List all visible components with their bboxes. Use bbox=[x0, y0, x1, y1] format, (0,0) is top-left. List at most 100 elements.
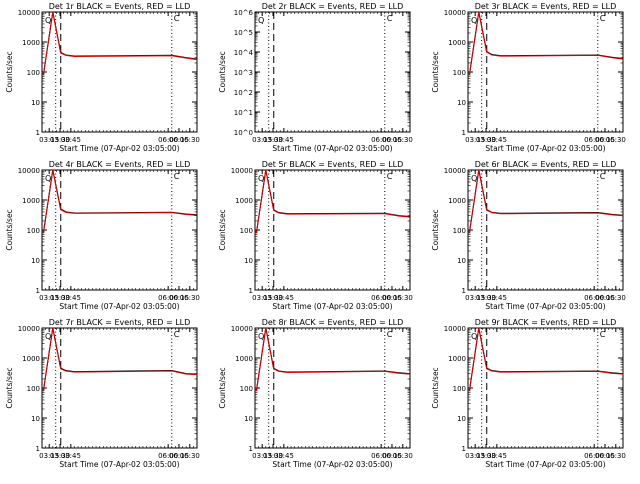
x-axis-label: Start Time (07-Apr-02 03:05:00) bbox=[485, 144, 605, 153]
y-tick-label: 100 bbox=[27, 227, 40, 235]
y-tick-label: 100 bbox=[453, 227, 466, 235]
y-tick-label: 10^3 bbox=[234, 69, 253, 77]
q-marker: Q bbox=[45, 332, 51, 341]
x-tick-label: 06:15 bbox=[382, 294, 402, 302]
x-tick-label: 03:30 bbox=[263, 136, 283, 144]
x-axis-label: Start Time (07-Apr-02 03:05:00) bbox=[59, 144, 179, 153]
x-tick-label: 03:30 bbox=[476, 136, 496, 144]
x-tick-label: 06:00 bbox=[584, 136, 604, 144]
x-tick-label: 06:15 bbox=[595, 452, 615, 460]
y-tick-label: 10000 bbox=[444, 167, 466, 175]
q-marker: Q bbox=[45, 16, 51, 25]
panel-title: Det 1r BLACK = Events, RED = LLD bbox=[49, 2, 191, 11]
y-axis-label: Counts/sec bbox=[5, 209, 14, 250]
x-tick-label: 03:15 bbox=[465, 294, 485, 302]
y-tick-label: 10^5 bbox=[234, 29, 253, 37]
x-tick-label: 06:15 bbox=[382, 136, 402, 144]
series-line-lld bbox=[468, 11, 624, 75]
y-tick-label: 10000 bbox=[18, 9, 40, 17]
c-marker: C bbox=[387, 172, 393, 181]
c-marker: C bbox=[174, 172, 180, 181]
y-tick-label: 10^2 bbox=[234, 89, 253, 97]
detector-panel-5: Det 5r BLACK = Events, RED = LLD 1 10 100 10… bbox=[218, 160, 413, 311]
y-tick-label: 100 bbox=[240, 385, 253, 393]
y-tick-label: 1 bbox=[249, 445, 253, 453]
y-tick-label: 10 bbox=[244, 257, 253, 265]
x-tick-label: 06:00 bbox=[584, 294, 604, 302]
x-tick-label: 03:45 bbox=[274, 294, 294, 302]
detector-panel-8: Det 8r BLACK = Events, RED = LLD 1 10 100 10… bbox=[218, 318, 413, 469]
c-marker: C bbox=[600, 330, 606, 339]
x-tick-label: 03:45 bbox=[487, 136, 507, 144]
plot-frame bbox=[41, 169, 198, 291]
y-tick-label: 10 bbox=[244, 415, 253, 423]
c-marker: C bbox=[174, 14, 180, 23]
x-tick-label: 03:45 bbox=[61, 136, 81, 144]
series-line-lld bbox=[42, 327, 198, 391]
x-tick-label: 03:15 bbox=[39, 452, 59, 460]
y-tick-label: 1 bbox=[462, 287, 466, 295]
series-line-lld bbox=[468, 169, 624, 233]
plot-frame bbox=[467, 169, 624, 291]
plot-frame bbox=[41, 11, 198, 133]
panel-title: Det 8r BLACK = Events, RED = LLD bbox=[262, 318, 404, 327]
c-marker: C bbox=[387, 330, 393, 339]
x-tick-label: 03:15 bbox=[252, 136, 272, 144]
y-tick-label: 100 bbox=[453, 385, 466, 393]
x-tick-label: 06:00 bbox=[371, 136, 391, 144]
y-axis-label: Counts/sec bbox=[218, 51, 227, 92]
x-tick-label: 06:30 bbox=[606, 136, 626, 144]
y-tick-label: 100 bbox=[27, 385, 40, 393]
x-tick-label: 03:30 bbox=[263, 294, 283, 302]
y-tick-label: 1000 bbox=[22, 355, 40, 363]
panel-title: Det 9r BLACK = Events, RED = LLD bbox=[475, 318, 617, 327]
detector-panel-2: Det 2r BLACK = Events, RED = LLD 10^0 10^1… bbox=[218, 2, 413, 153]
q-marker: Q bbox=[258, 332, 264, 341]
y-tick-label: 10 bbox=[457, 99, 466, 107]
x-tick-label: 06:00 bbox=[371, 294, 391, 302]
x-tick-label: 06:00 bbox=[584, 452, 604, 460]
plot-frame bbox=[467, 327, 624, 449]
x-tick-label: 06:30 bbox=[180, 136, 200, 144]
x-tick-label: 06:30 bbox=[393, 294, 413, 302]
detector-panel-7: Det 7r BLACK = Events, RED = LLD 1 10 100 10… bbox=[5, 318, 200, 469]
x-tick-label: 06:30 bbox=[180, 452, 200, 460]
x-axis-label: Start Time (07-Apr-02 03:05:00) bbox=[272, 460, 392, 469]
x-tick-label: 03:15 bbox=[39, 294, 59, 302]
x-tick-label: 03:30 bbox=[50, 452, 70, 460]
y-tick-label: 10 bbox=[457, 415, 466, 423]
y-axis-label: Counts/sec bbox=[218, 209, 227, 250]
y-tick-label: 1000 bbox=[448, 39, 466, 47]
y-tick-label: 1 bbox=[36, 129, 40, 137]
detector-panel-3: Det 3r BLACK = Events, RED = LLD 1 10 100 10… bbox=[431, 2, 626, 153]
y-tick-label: 10^1 bbox=[234, 109, 253, 117]
x-tick-label: 06:15 bbox=[169, 294, 189, 302]
x-tick-label: 03:45 bbox=[487, 294, 507, 302]
y-tick-label: 1 bbox=[36, 445, 40, 453]
y-tick-label: 10000 bbox=[231, 325, 253, 333]
x-tick-label: 06:15 bbox=[595, 136, 615, 144]
x-tick-label: 06:30 bbox=[180, 294, 200, 302]
panel-title: Det 5r BLACK = Events, RED = LLD bbox=[262, 160, 404, 169]
plot-frame bbox=[41, 327, 198, 449]
detector-panel-9: Det 9r BLACK = Events, RED = LLD 1 10 100 10… bbox=[431, 318, 626, 469]
x-tick-label: 03:30 bbox=[263, 452, 283, 460]
y-axis-label: Counts/sec bbox=[431, 51, 440, 92]
x-tick-label: 06:15 bbox=[169, 452, 189, 460]
x-tick-label: 03:15 bbox=[252, 452, 272, 460]
y-tick-label: 100 bbox=[453, 69, 466, 77]
y-tick-label: 1 bbox=[36, 287, 40, 295]
x-tick-label: 06:15 bbox=[169, 136, 189, 144]
q-marker: Q bbox=[471, 174, 477, 183]
y-tick-label: 10 bbox=[457, 257, 466, 265]
x-tick-label: 06:15 bbox=[382, 452, 402, 460]
x-axis-label: Start Time (07-Apr-02 03:05:00) bbox=[59, 460, 179, 469]
x-axis-label: Start Time (07-Apr-02 03:05:00) bbox=[485, 302, 605, 311]
q-marker: Q bbox=[258, 16, 264, 25]
x-tick-label: 06:30 bbox=[393, 452, 413, 460]
x-tick-label: 03:15 bbox=[465, 136, 485, 144]
x-tick-label: 03:30 bbox=[476, 452, 496, 460]
detector-panel-6: Det 6r BLACK = Events, RED = LLD 1 10 100 10… bbox=[431, 160, 626, 311]
x-axis-label: Start Time (07-Apr-02 03:05:00) bbox=[272, 144, 392, 153]
panel-title: Det 3r BLACK = Events, RED = LLD bbox=[475, 2, 617, 11]
